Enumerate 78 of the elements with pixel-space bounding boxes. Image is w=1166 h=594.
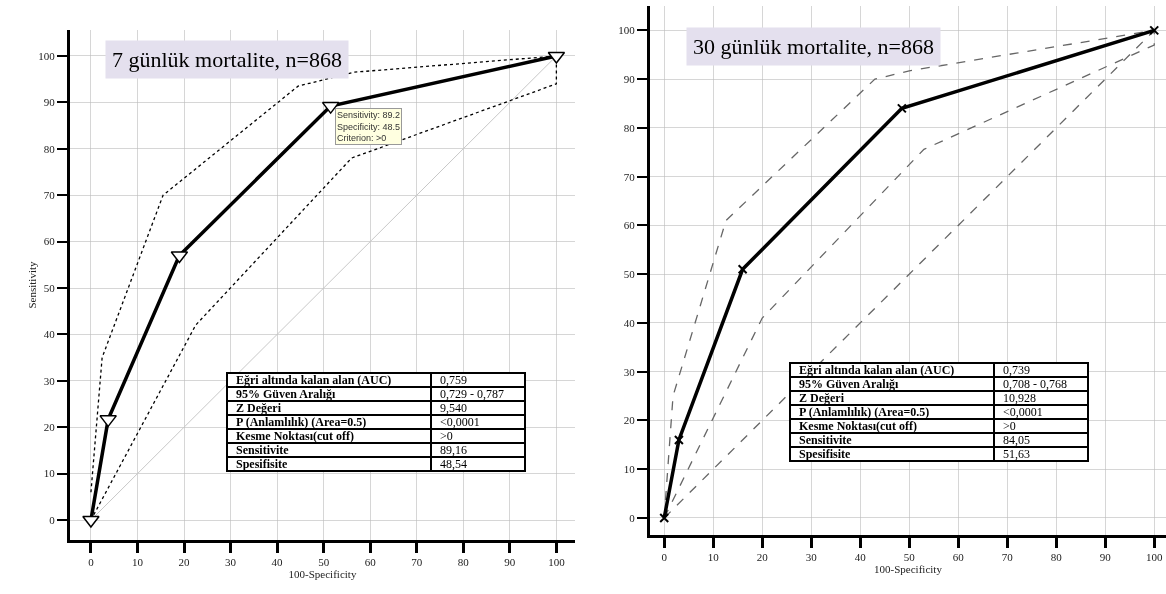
- y-tick-label: 100: [618, 24, 636, 37]
- annotation: Eğri altında kalan alan (AUC): [790, 363, 994, 377]
- annotation: 51,63: [994, 447, 1088, 461]
- annotation: Sensitivite: [227, 443, 431, 457]
- y-tick-label: 40: [43, 328, 56, 341]
- x-tick-label: 70: [1001, 551, 1014, 564]
- y-tick-label: 20: [623, 414, 636, 427]
- annotation: >0: [431, 429, 525, 443]
- annotation: Z Değeri: [790, 391, 994, 405]
- x-tick-label: 30: [805, 551, 818, 564]
- x-tick-label: 90: [504, 556, 516, 569]
- annotation: 0,759: [431, 373, 525, 387]
- y-tick-label: 30: [623, 365, 636, 378]
- y-tick-label: 90: [623, 72, 636, 85]
- text: 7 günlük mortalite, n=868: [112, 47, 342, 72]
- annotation: Spesifisite: [790, 447, 994, 461]
- y-tick-label: 100: [38, 49, 56, 62]
- annotation: Eğri altında kalan alan (AUC): [227, 373, 431, 387]
- x-tick-label: 40: [271, 556, 284, 569]
- annotation: 9,540: [431, 401, 525, 415]
- y-tick-label: 40: [623, 316, 636, 329]
- x-axis-title: 100-Specificity: [874, 563, 943, 576]
- x-tick-label: 10: [707, 551, 720, 564]
- annotation: 95% Güven Aralığı: [227, 387, 431, 401]
- x-tick-label: 20: [178, 556, 191, 569]
- annotation: 0,729 - 0,787: [431, 387, 525, 401]
- x-tick-label: 50: [318, 556, 330, 569]
- x-tick-label: 90: [1099, 551, 1112, 564]
- x-tick-label: 20: [756, 551, 769, 564]
- x-tick-label: 100: [548, 556, 566, 569]
- x-tick-label: 60: [364, 556, 377, 569]
- y-tick-label: 30: [43, 374, 56, 387]
- x-tick-label: 0: [661, 551, 668, 564]
- y-tick-label: 0: [629, 511, 636, 524]
- y-tick-label: 10: [43, 467, 56, 480]
- y-tick-label: 80: [43, 142, 56, 155]
- y-tick-label: 60: [43, 235, 56, 248]
- annotation: 95% Güven Aralığı: [790, 377, 994, 391]
- x-tick-label: 30: [225, 556, 237, 569]
- y-tick-label: 20: [43, 421, 56, 434]
- annotation: 10,928: [994, 391, 1088, 405]
- x-tick-label: 80: [457, 556, 470, 569]
- y-tick-label: 70: [43, 189, 56, 202]
- x-tick-label: 10: [131, 556, 144, 569]
- annotation: Sensitivity: 89.2 Specificity: 48.5 Criterion: >0: [337, 110, 401, 144]
- annotation: 0,739: [994, 363, 1088, 377]
- annotation: 89,16: [431, 443, 525, 457]
- x-tick-label: 40: [854, 551, 867, 564]
- y-tick-label: 70: [623, 170, 636, 183]
- x-tick-label: 60: [952, 551, 965, 564]
- x-axis-title: 100-Specificity: [288, 568, 357, 581]
- annotation: Sensitivite: [790, 433, 994, 447]
- y-tick-label: 90: [43, 96, 56, 109]
- y-tick-label: 0: [49, 513, 56, 526]
- x-tick-label: 50: [903, 551, 916, 564]
- x-tick-label: 80: [1050, 551, 1063, 564]
- y-tick-label: 50: [623, 268, 636, 281]
- y-tick-label: 80: [623, 121, 636, 134]
- annotation: P (Anlamlılık) (Area=0.5): [227, 415, 431, 429]
- y-axis-title: Sensitivity: [26, 260, 38, 309]
- text: 30 günlük mortalite, n=868: [693, 34, 934, 59]
- annotation: 84,05: [994, 433, 1088, 447]
- annotation: Spesifisite: [227, 457, 431, 471]
- annotation: P (Anlamlılık) (Area=0.5): [790, 405, 994, 419]
- annotation: <0,0001: [994, 405, 1088, 419]
- annotation: 48,54: [431, 457, 525, 471]
- y-tick-label: 50: [43, 281, 56, 294]
- x-tick-label: 100: [1145, 551, 1163, 564]
- x-tick-label: 70: [411, 556, 423, 569]
- y-tick-label: 60: [623, 219, 636, 232]
- x-tick-label: 0: [88, 556, 95, 569]
- y-tick-label: 10: [623, 463, 636, 476]
- annotation: >0: [994, 419, 1088, 433]
- annotation: Z Değeri: [227, 401, 431, 415]
- annotation: Kesme Noktası(cut off): [227, 429, 431, 443]
- annotation: 0,708 - 0,768: [994, 377, 1088, 391]
- annotation: Kesme Noktası(cut off): [790, 419, 994, 433]
- annotation: <0,0001: [431, 415, 525, 429]
